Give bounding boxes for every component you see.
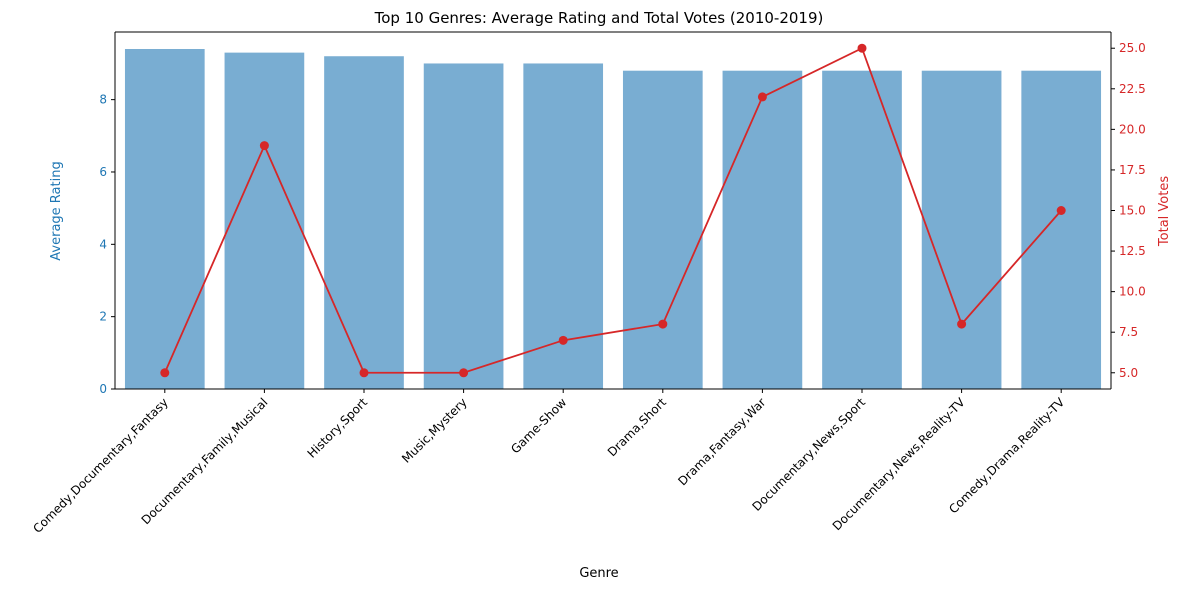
votes-point-1 [259,141,269,151]
bars-group [124,49,1102,390]
y-left-tick-label-0: 0 [99,382,107,396]
y-left-tick-label-1: 2 [99,310,107,324]
votes-point-3 [459,368,469,378]
chart-title: Top 10 Genres: Average Rating and Total … [374,9,824,27]
y-right-tick-label-0: 5.0 [1119,366,1138,380]
votes-point-8 [957,319,967,329]
y-right-tick-label-8: 25.0 [1119,41,1146,55]
bar-4 [523,63,604,390]
x-axis-ticks: Comedy,Documentary,FantasyDocumentary,Fa… [30,389,1068,536]
x-tick-label-4: Game-Show [508,395,569,456]
y-left-tick-label-4: 8 [99,93,107,107]
y-right-tick-label-7: 22.5 [1119,82,1146,96]
bar-2 [324,56,404,390]
y-right-tick-label-3: 12.5 [1119,244,1146,258]
y-right-tick-label-2: 10.0 [1119,285,1146,299]
line-group [160,43,1066,378]
bar-6 [722,70,803,390]
x-axis-label: Genre [579,566,618,581]
x-tick-label-3: Music,Mystery [399,395,470,466]
x-tick-label-2: History,Sport [305,395,371,461]
votes-point-5 [658,319,668,329]
y-right-tick-label-4: 15.0 [1119,204,1146,218]
y-left-tick-label-2: 4 [99,237,107,251]
votes-point-7 [857,43,867,53]
bar-5 [622,70,703,390]
bar-9 [1021,70,1102,390]
votes-point-9 [1056,206,1066,215]
bar-0 [124,49,205,389]
y-right-tick-label-5: 17.5 [1119,163,1146,177]
votes-point-2 [359,368,369,378]
bar-8 [921,70,1002,390]
y-axis-left-label: Average Rating [49,161,64,260]
right-axis-ticks: 5.0 7.5 10.0 12.5 15.0 17.5 20.0 22.5 25.0 [1111,41,1146,380]
y-right-tick-label-1: 7.5 [1119,325,1138,339]
votes-point-6 [757,92,767,102]
x-tick-label-9: Comedy,Drama,Reality-TV [946,395,1068,517]
votes-point-0 [160,368,170,378]
bar-3 [423,63,504,390]
bar-1 [224,52,305,390]
x-tick-label-5: Drama,Short [605,395,669,459]
y-axis-right-label: Total Votes [1157,176,1172,247]
votes-point-4 [558,335,568,345]
x-tick-label-6: Drama,Fantasy,War [675,395,768,488]
x-tick-label-7: Documentary,News,Sport [749,395,868,514]
votes-line [163,46,1062,374]
axes-group [114,31,1112,390]
left-axis-ticks: 0 2 4 6 8 [99,93,115,396]
bar-7 [822,70,902,390]
y-left-tick-label-3: 6 [99,165,107,179]
y-right-tick-label-6: 20.0 [1119,122,1146,136]
